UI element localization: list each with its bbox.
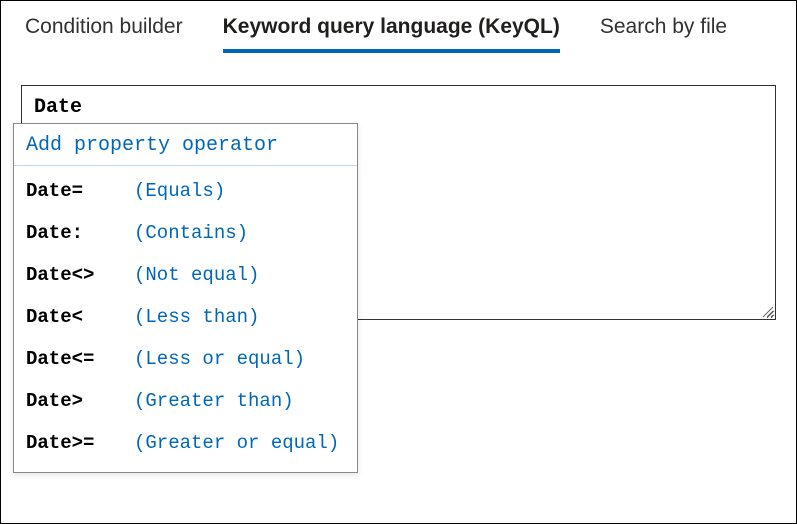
operator-key: Date<> [26,264,134,286]
operator-key: Date= [26,180,134,202]
tab-search-by-file[interactable]: Search by file [600,15,727,49]
operator-desc: (Not equal) [134,264,259,286]
operator-desc: (Less than) [134,306,259,328]
operator-list: Date= (Equals) Date: (Contains) Date<> (… [14,166,357,472]
operator-item-contains[interactable]: Date: (Contains) [14,212,357,254]
operator-item-less-than[interactable]: Date< (Less than) [14,296,357,338]
operator-desc: (Equals) [134,180,225,202]
operator-key: Date> [26,390,134,412]
operator-dropdown: Add property operator Date= (Equals) Dat… [13,123,358,473]
operator-key: Date: [26,222,134,244]
tab-bar: Condition builder Keyword query language… [1,1,796,53]
operator-desc: (Greater or equal) [134,432,339,454]
operator-item-greater-than[interactable]: Date> (Greater than) [14,380,357,422]
operator-item-equals[interactable]: Date= (Equals) [14,170,357,212]
operator-desc: (Contains) [134,222,248,244]
operator-desc: (Greater than) [134,390,294,412]
resize-handle-icon[interactable] [761,305,773,317]
operator-item-less-or-equal[interactable]: Date<= (Less or equal) [14,338,357,380]
operator-key: Date>= [26,432,134,454]
tab-keyql[interactable]: Keyword query language (KeyQL) [223,15,560,53]
operator-item-greater-or-equal[interactable]: Date>= (Greater or equal) [14,422,357,464]
operator-item-not-equal[interactable]: Date<> (Not equal) [14,254,357,296]
operator-desc: (Less or equal) [134,348,305,370]
operator-key: Date< [26,306,134,328]
operator-key: Date<= [26,348,134,370]
tab-condition-builder[interactable]: Condition builder [25,15,183,49]
dropdown-header: Add property operator [14,124,357,166]
app-frame: Condition builder Keyword query language… [0,0,797,524]
